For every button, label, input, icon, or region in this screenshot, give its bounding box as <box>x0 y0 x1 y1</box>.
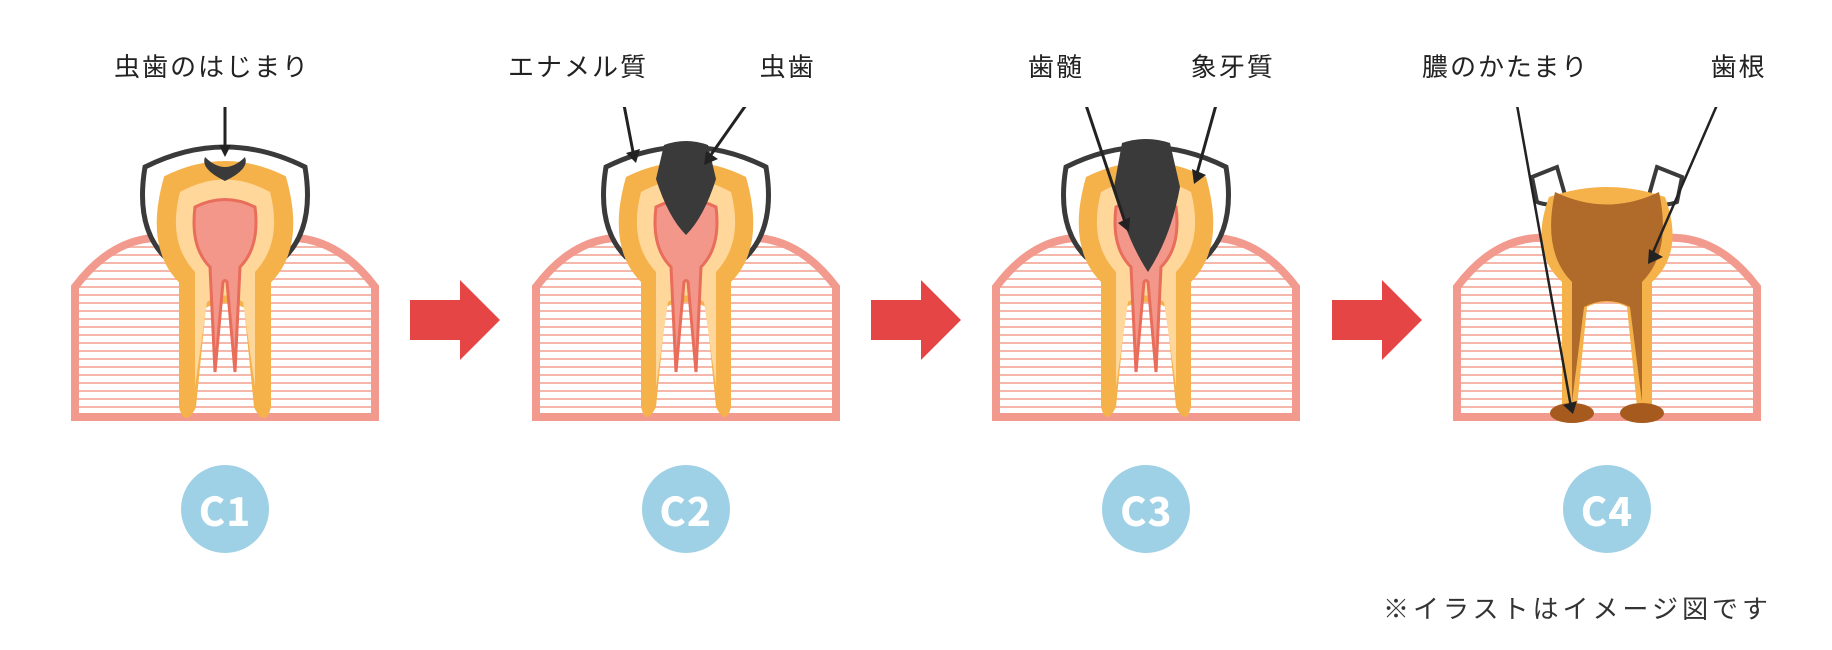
arrow-icon <box>871 280 961 360</box>
stage-c1-labels: 虫歯のはじまり <box>40 47 410 107</box>
label-enamel: エナメル質 <box>508 47 648 84</box>
stage-badge-c1: C1 <box>181 465 269 553</box>
stage-c4: 膿のかたまり 歯根 <box>1422 47 1792 553</box>
stage-c2-labels: エナメル質 虫歯 <box>501 47 871 107</box>
arrow-icon <box>1332 280 1422 360</box>
tooth-c1-illustration <box>55 107 395 447</box>
diagram-card: 虫歯のはじまり <box>0 0 1832 650</box>
label-abscess: 膿のかたまり <box>1422 47 1589 84</box>
progress-arrow-2 <box>871 280 961 360</box>
tooth-c3-illustration <box>976 107 1316 447</box>
stages-row: 虫歯のはじまり <box>40 40 1792 560</box>
tooth-c4-illustration <box>1437 107 1777 447</box>
progress-arrow-1 <box>410 280 500 360</box>
progress-arrow-3 <box>1332 280 1422 360</box>
stage-badge-c4: C4 <box>1563 465 1651 553</box>
arrow-icon <box>410 280 500 360</box>
label-cavity: 虫歯 <box>760 47 816 84</box>
stage-c3: 歯髄 象牙質 <box>961 47 1331 553</box>
label-root: 歯根 <box>1711 47 1767 84</box>
pointer-enamel <box>624 107 634 157</box>
footnote: ※イラストはイメージ図です <box>1383 589 1772 626</box>
stage-c3-labels: 歯髄 象牙質 <box>961 47 1331 107</box>
stage-c2: エナメル質 虫歯 <box>501 47 871 553</box>
tooth-c2-illustration <box>516 107 856 447</box>
label-cavity-start: 虫歯のはじまり <box>114 47 310 84</box>
stage-c4-labels: 膿のかたまり 歯根 <box>1422 47 1792 107</box>
label-dentin: 象牙質 <box>1191 47 1275 84</box>
abscess-right <box>1620 403 1664 423</box>
label-pulp: 歯髄 <box>1028 47 1084 84</box>
stage-badge-c3: C3 <box>1102 465 1190 553</box>
stage-badge-c2: C2 <box>642 465 730 553</box>
stage-c1: 虫歯のはじまり <box>40 47 410 553</box>
